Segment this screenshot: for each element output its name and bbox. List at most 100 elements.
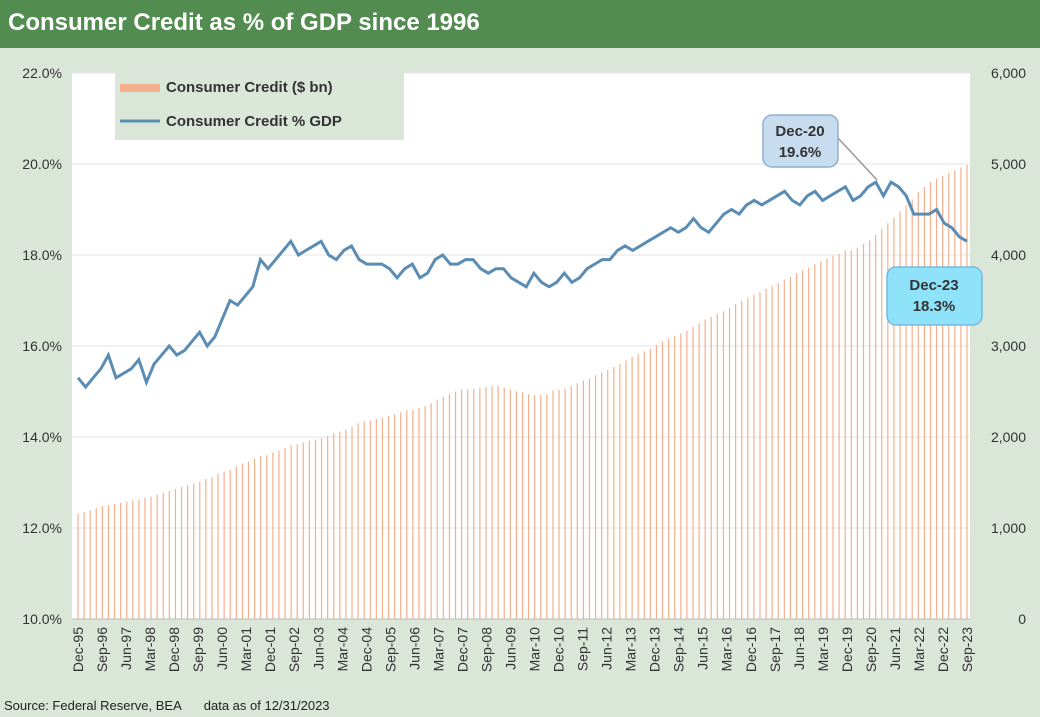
bar (728, 307, 731, 619)
bar (223, 471, 225, 619)
bar (777, 283, 779, 619)
bar (875, 234, 877, 620)
bar (369, 420, 371, 619)
bar (424, 406, 426, 619)
bar (418, 407, 420, 619)
bar (497, 386, 499, 619)
bar (753, 295, 755, 619)
bar (394, 414, 396, 619)
legend-swatch-bar (120, 84, 160, 92)
annotation-value: 19.6% (779, 144, 822, 161)
x-tick-label: Mar-01 (238, 627, 254, 672)
bar (655, 345, 658, 619)
bar (156, 494, 158, 619)
bar (485, 386, 487, 619)
bar (905, 205, 907, 620)
bar (400, 412, 402, 619)
bar (631, 356, 633, 619)
chart: 10.0% 12.0% 14.0% 16.0% 18.0% 20.0% 22.0% 0 1,0… (22, 65, 1026, 672)
bar (948, 173, 950, 619)
y-left-tick-label: 12.0% (22, 520, 62, 536)
bar (174, 488, 177, 619)
x-tick-label: Mar-22 (911, 627, 927, 672)
bar (576, 383, 578, 619)
bar (357, 423, 359, 619)
bar (162, 492, 164, 619)
bar (607, 369, 609, 619)
bar (564, 388, 566, 619)
bar (205, 478, 207, 619)
x-tick-label: Jun-21 (887, 627, 903, 670)
x-tick-label: Dec-16 (743, 627, 759, 672)
bar (180, 487, 183, 619)
bar (272, 452, 274, 619)
y-right-tick-label: 1,000 (991, 520, 1026, 536)
x-tick-label: Jun-00 (214, 627, 230, 670)
bar (674, 335, 676, 619)
bar (887, 223, 889, 619)
bar (95, 507, 97, 619)
x-tick-label: Jun-06 (406, 627, 422, 670)
bar (412, 409, 414, 619)
bar (247, 461, 250, 619)
bar (290, 445, 292, 619)
bar (814, 264, 816, 619)
bar (345, 429, 347, 619)
bar (83, 512, 85, 619)
title-bar: Consumer Credit as % of GDP since 1996 (0, 0, 1040, 48)
bar (771, 285, 773, 619)
bar (801, 270, 804, 619)
bar (406, 410, 408, 619)
bar (601, 372, 603, 619)
bar (960, 167, 962, 619)
y-right-tick-label: 0 (1018, 611, 1026, 627)
bar (808, 267, 810, 619)
annotation-leader (837, 137, 878, 181)
bar (899, 211, 901, 619)
bar (911, 199, 913, 620)
y-right-tick-label: 4,000 (991, 247, 1026, 263)
bar-series (77, 164, 968, 620)
bar (77, 513, 79, 619)
x-tick-label: Sep-02 (286, 627, 302, 672)
line-series (76, 180, 968, 390)
bar (759, 292, 761, 619)
bar (235, 466, 237, 619)
bar (126, 501, 128, 619)
bar (588, 378, 591, 619)
y-left-tick-label: 20.0% (22, 156, 62, 172)
bar (668, 338, 670, 619)
x-tick-label: Sep-20 (863, 627, 879, 672)
x-tick-label: Jun-97 (118, 627, 134, 670)
bar (144, 497, 146, 619)
x-tick-label: Sep-14 (671, 627, 687, 672)
bar (619, 364, 621, 619)
bar (150, 496, 152, 619)
bar (284, 447, 286, 619)
bar (101, 506, 103, 619)
annotation-value: 18.3% (913, 298, 956, 315)
x-tick-label: Jun-03 (310, 627, 326, 670)
bar (789, 276, 792, 619)
x-tick-label: Mar-16 (719, 627, 735, 672)
bar (296, 444, 298, 619)
x-tick-label: Mar-19 (815, 627, 831, 672)
bar (132, 500, 134, 619)
bar (826, 258, 828, 619)
bar (686, 330, 688, 619)
bar (558, 389, 560, 619)
y-left-tick-label: 18.0% (22, 247, 62, 263)
bar (138, 499, 140, 619)
y-right-tick-label: 6,000 (991, 65, 1026, 81)
bar (253, 458, 256, 619)
bar (521, 392, 524, 619)
y-left-tick-label: 16.0% (22, 338, 62, 354)
bar (387, 416, 390, 619)
annotation-box (886, 266, 983, 326)
bar (241, 463, 244, 619)
bar (661, 341, 664, 619)
bar (649, 348, 651, 619)
annotation-label: Dec-23 (909, 277, 958, 294)
bar (320, 437, 323, 619)
bar (881, 228, 883, 620)
